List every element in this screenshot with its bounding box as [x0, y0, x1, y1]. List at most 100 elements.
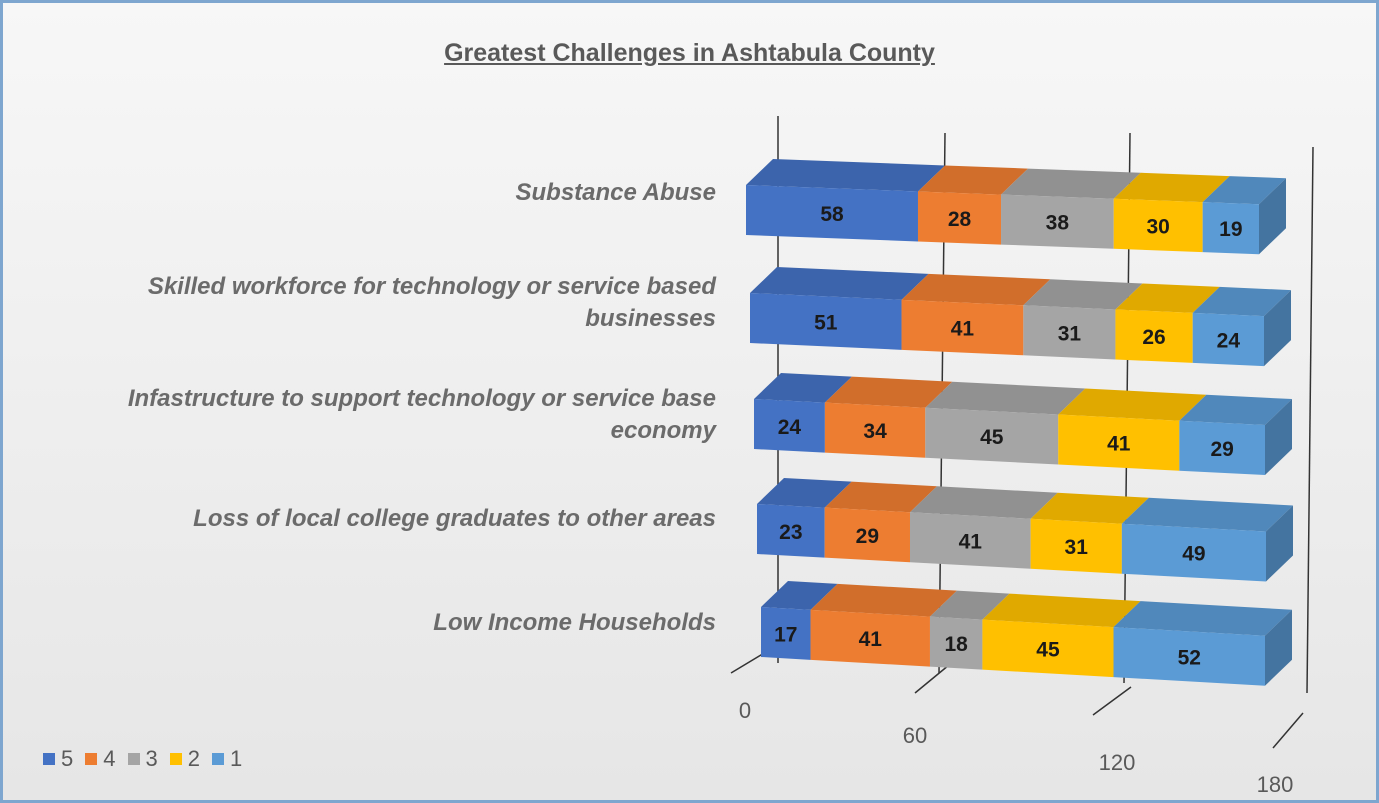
bar-top-0-4 — [1202, 176, 1286, 205]
data-label-3-1: 29 — [856, 525, 879, 548]
legend-label-4: 4 — [103, 746, 116, 771]
bar-1-0 — [750, 293, 902, 350]
data-label-4-4: 52 — [1178, 646, 1201, 669]
legend-swatch-4 — [85, 753, 98, 765]
data-label-3-0: 23 — [779, 521, 802, 544]
bar-1-4 — [1192, 312, 1264, 367]
bar-top-4-1 — [810, 583, 957, 617]
bar-end-2 — [1265, 399, 1292, 476]
data-label-0-3: 30 — [1146, 215, 1169, 238]
data-label-2-0: 24 — [778, 416, 802, 439]
bar-top-1-2 — [1023, 279, 1143, 310]
bar-top-2-0 — [754, 373, 852, 403]
data-label-1-4: 24 — [1217, 330, 1241, 353]
bar-top-0-3 — [1113, 172, 1230, 203]
category-label-low-income: Low Income Households — [433, 609, 716, 636]
bar-top-2-4 — [1179, 394, 1292, 426]
data-label-3-3: 31 — [1065, 536, 1089, 559]
bar-top-0-2 — [1001, 168, 1141, 199]
bar-top-2-2 — [925, 381, 1086, 415]
category-label-infrastructure: Infastructure to support technology or s… — [127, 385, 716, 444]
bar-end-4 — [1265, 609, 1292, 686]
bar-0-2 — [1001, 194, 1114, 249]
data-label-1-1: 41 — [951, 318, 975, 341]
bar-2-2 — [925, 407, 1059, 465]
bar-3-4 — [1121, 523, 1266, 582]
bar-2-4 — [1179, 420, 1265, 476]
bar-0-3 — [1113, 198, 1203, 253]
legend-swatch-3 — [127, 753, 140, 765]
x-tick-label-0: 0 — [739, 698, 751, 723]
bar-top-3-2 — [909, 486, 1058, 519]
data-label-2-3: 41 — [1107, 433, 1131, 456]
category-label-college-graduates: Loss of local college graduates to other… — [193, 505, 716, 532]
data-label-1-3: 26 — [1142, 326, 1165, 349]
bar-end-1 — [1264, 290, 1291, 367]
floor-tick-1 — [914, 664, 950, 694]
bar-4-2 — [929, 616, 983, 670]
bar-top-0-0 — [746, 159, 945, 192]
bar-top-4-3 — [982, 593, 1141, 628]
data-label-4-2: 18 — [945, 633, 969, 656]
legend-item-2: 2 — [169, 746, 200, 772]
bar-3-0 — [757, 504, 825, 558]
category-label-substance-abuse: Substance Abuse — [515, 179, 717, 206]
bar-end-0 — [1259, 178, 1286, 255]
bar-0-4 — [1202, 202, 1259, 255]
data-label-3-2: 41 — [959, 531, 983, 554]
bar-top-4-2 — [929, 590, 1010, 620]
bar-end-3 — [1266, 505, 1293, 582]
bar-0-1 — [917, 191, 1002, 245]
data-label-0-4: 19 — [1219, 218, 1242, 241]
bar-top-1-0 — [750, 267, 929, 300]
bar-top-1-1 — [901, 273, 1051, 306]
bar-top-4-0 — [761, 581, 838, 610]
data-label-0-1: 28 — [948, 208, 972, 231]
bar-3-2 — [909, 512, 1031, 569]
bar-top-3-3 — [1030, 492, 1149, 524]
legend-swatch-5 — [43, 753, 55, 765]
bar-top-2-1 — [824, 376, 953, 408]
data-label-4-1: 41 — [859, 628, 883, 651]
bar-top-0-1 — [917, 165, 1029, 195]
bar-1-3 — [1115, 309, 1193, 363]
bar-4-1 — [810, 609, 930, 667]
bar-0-0 — [746, 185, 918, 242]
category-label-skilled-workforce: Skilled workforce for technology or serv… — [147, 273, 716, 332]
legend: 5 4 3 2 1 — [43, 746, 242, 772]
legend-swatch-2 — [169, 753, 182, 765]
bar-1-2 — [1023, 305, 1116, 360]
legend-label-5: 5 — [61, 746, 74, 771]
bar-top-2-3 — [1058, 388, 1207, 421]
bar-2-3 — [1058, 414, 1180, 471]
bar-3-3 — [1030, 518, 1122, 574]
bar-4-3 — [982, 619, 1114, 678]
x-tick-label-1: 60 — [903, 723, 927, 748]
plot-area: 58 28 38 30 19 51 41 31 26 24 24 34 45 41 29 23 29 41 31 49… — [730, 116, 1314, 797]
legend-item-3: 3 — [127, 746, 158, 772]
bar-top-1-3 — [1115, 283, 1220, 313]
bar-2-0 — [754, 399, 825, 453]
legend-label-2: 2 — [187, 746, 200, 771]
data-label-2-2: 45 — [980, 426, 1004, 449]
legend-item-5: 5 — [43, 746, 73, 772]
bar-1-1 — [901, 299, 1024, 356]
data-label-0-0: 58 — [820, 203, 844, 226]
data-label-3-4: 49 — [1182, 543, 1205, 566]
gridline-3 — [1306, 146, 1314, 694]
legend-item-4: 4 — [85, 746, 116, 772]
chart-title: Greatest Challenges in Ashtabula County — [444, 39, 935, 67]
bar-4-0 — [761, 607, 811, 660]
data-label-1-2: 31 — [1058, 322, 1082, 345]
legend-label-3: 3 — [145, 746, 158, 771]
x-tick-label-3: 180 — [1257, 772, 1294, 797]
data-label-4-0: 17 — [774, 623, 797, 646]
bar-top-3-4 — [1121, 497, 1293, 532]
bar-top-3-0 — [757, 478, 852, 508]
bar-3-1 — [824, 507, 910, 563]
bar-top-3-1 — [824, 481, 937, 513]
floor-tick-3 — [1272, 712, 1304, 749]
bar-2-1 — [824, 402, 926, 458]
x-tick-label-2: 120 — [1099, 750, 1136, 775]
